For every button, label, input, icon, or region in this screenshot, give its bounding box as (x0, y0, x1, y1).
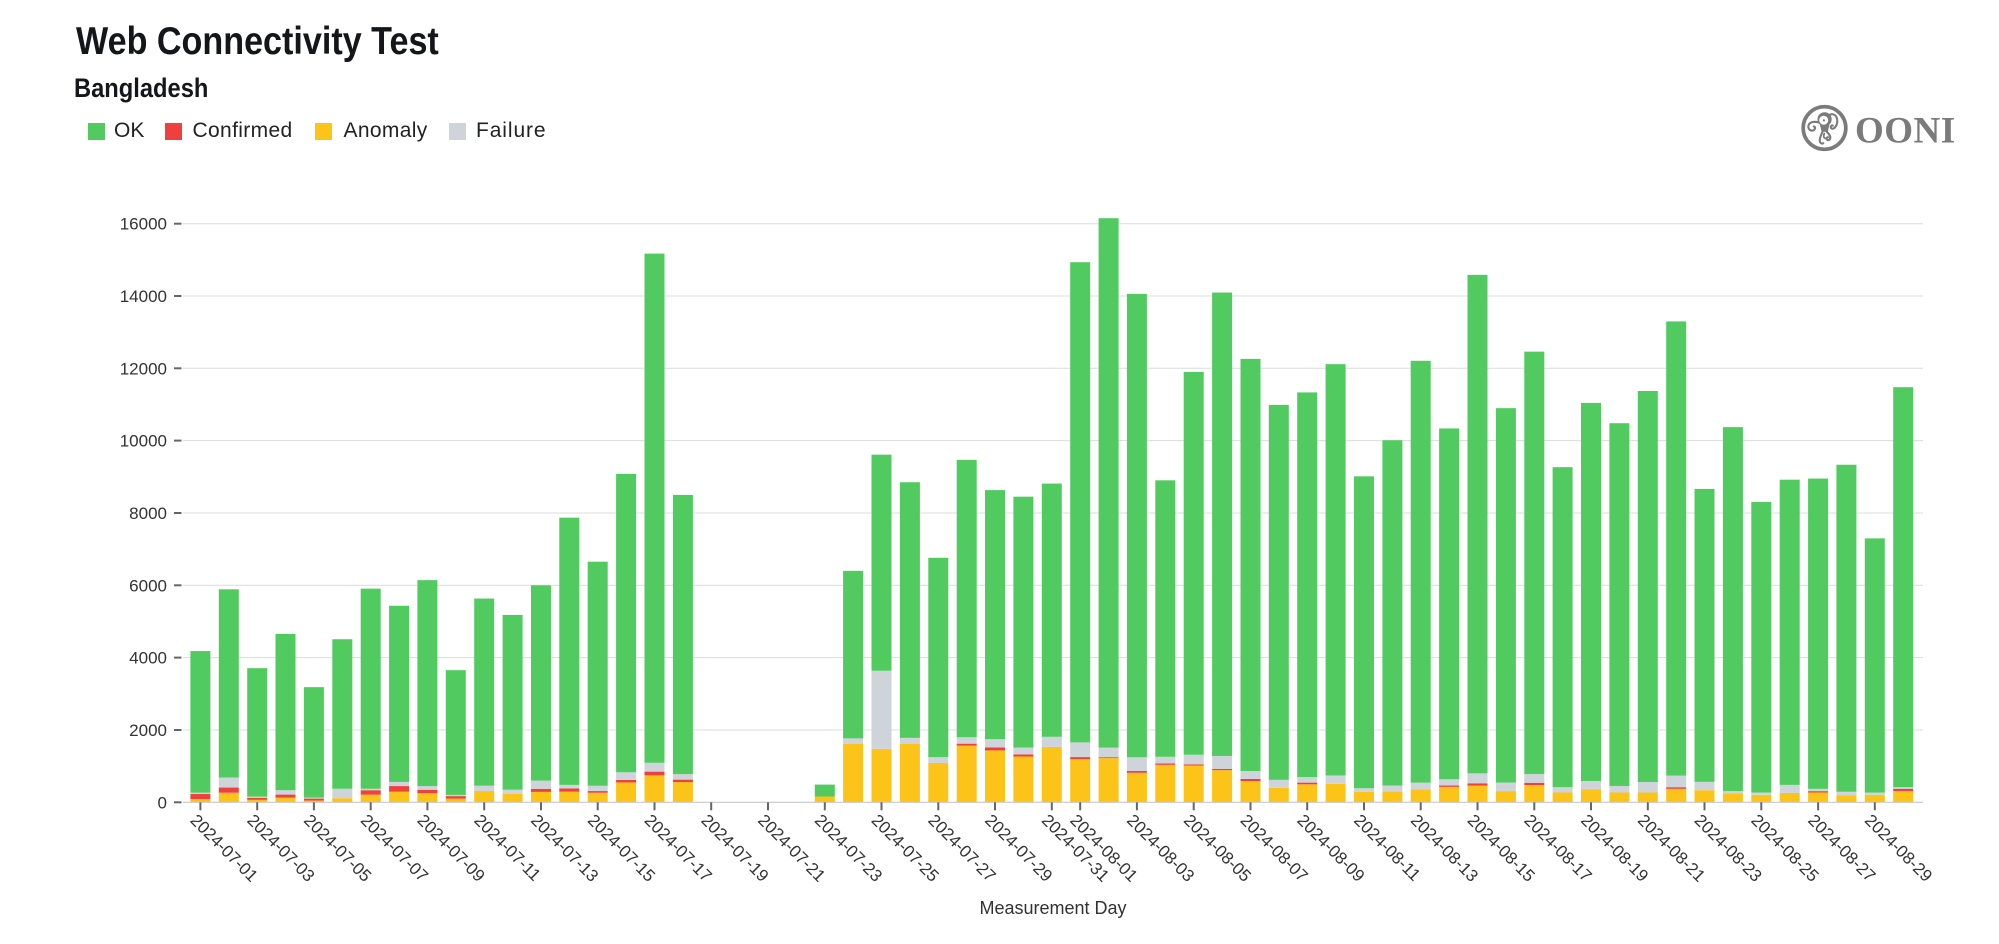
svg-text:4000: 4000 (129, 649, 167, 668)
svg-text:12000: 12000 (120, 359, 167, 378)
svg-text:2000: 2000 (129, 721, 167, 740)
svg-text:0: 0 (158, 793, 167, 812)
svg-text:6000: 6000 (129, 576, 167, 595)
svg-text:14000: 14000 (120, 287, 167, 306)
svg-text:OONI: OONI (1855, 111, 1956, 152)
svg-text:10000: 10000 (120, 432, 167, 451)
svg-text:8000: 8000 (129, 504, 167, 523)
svg-text:Measurement Day: Measurement Day (979, 898, 1126, 918)
svg-text:16000: 16000 (120, 215, 167, 234)
